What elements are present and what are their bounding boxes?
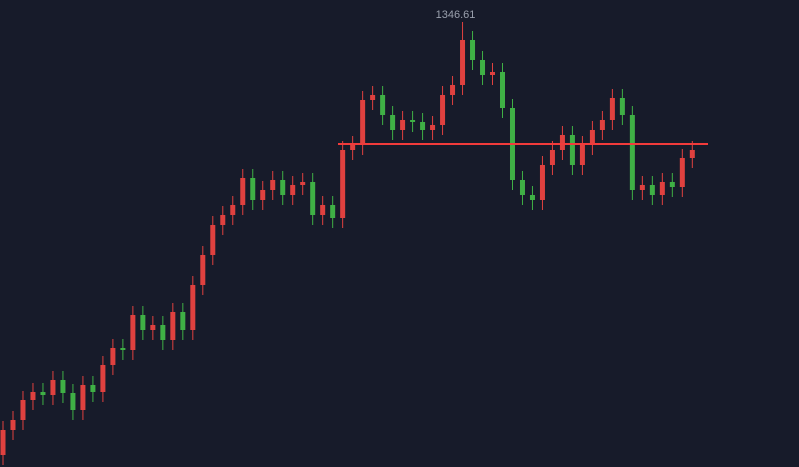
- candle-body: [519, 180, 525, 195]
- candle-body: [569, 135, 575, 165]
- candle-body: [559, 135, 565, 150]
- candle-body: [340, 150, 346, 218]
- candle-body: [10, 420, 16, 430]
- candle-body: [180, 312, 186, 330]
- candle-body: [500, 72, 505, 108]
- candle-body: [679, 158, 685, 187]
- candle-body: [190, 285, 196, 330]
- candle-body: [639, 185, 645, 190]
- candle-body: [230, 205, 236, 215]
- candle-body: [320, 205, 326, 215]
- candle-body: [280, 180, 286, 195]
- candle-body: [370, 95, 376, 100]
- candle-body: [330, 205, 336, 218]
- high-label: 1346.61: [436, 9, 476, 21]
- candle-body: [440, 95, 446, 125]
- candle-body: [100, 365, 106, 392]
- candle-body: [120, 348, 126, 350]
- candle-body: [260, 190, 266, 200]
- candle-body: [649, 185, 655, 195]
- candle-body: [609, 98, 615, 120]
- candle-body: [400, 120, 406, 130]
- candle-body: [619, 98, 625, 115]
- candle-body: [420, 122, 426, 130]
- candle-body: [240, 178, 246, 205]
- candle-body: [50, 380, 56, 395]
- candle-body: [90, 385, 96, 392]
- candle-body: [460, 40, 466, 85]
- candle-body: [110, 348, 116, 365]
- candle-body: [70, 393, 76, 410]
- candle-body: [549, 150, 555, 165]
- candle-body: [220, 215, 226, 225]
- candle-body: [350, 145, 356, 150]
- candle-body: [80, 385, 86, 410]
- candle-body: [150, 325, 156, 330]
- candle-body: [140, 315, 146, 330]
- candle-body: [480, 60, 486, 75]
- candle-body: [170, 312, 176, 340]
- candle-body: [599, 120, 605, 130]
- candle-body: [200, 255, 206, 285]
- candle-body: [250, 178, 256, 200]
- candle-body: [40, 392, 46, 395]
- candle-body: [529, 195, 535, 200]
- candle-body: [290, 185, 296, 195]
- candle-body: [410, 120, 416, 122]
- candle-body: [160, 325, 166, 340]
- candle-body: [579, 145, 585, 165]
- candle-body: [669, 182, 675, 187]
- candle-body: [360, 100, 366, 145]
- candle-body: [450, 85, 456, 95]
- candle-body: [210, 225, 216, 255]
- candle-body: [30, 392, 36, 400]
- candle-body: [60, 380, 66, 393]
- candle-body: [310, 182, 316, 215]
- candle-body: [470, 40, 476, 60]
- candle-body: [270, 180, 276, 190]
- candle-body: [130, 315, 136, 350]
- candle-body: [20, 400, 26, 420]
- candle-body: [390, 115, 396, 130]
- candle-body: [0, 430, 6, 455]
- candle-body: [300, 182, 306, 185]
- candle-body: [689, 150, 695, 158]
- candle-body: [539, 165, 545, 200]
- candle-body: [430, 125, 436, 130]
- candle-body: [589, 130, 595, 145]
- candle-body: [629, 115, 635, 190]
- candle-body: [380, 95, 386, 115]
- candle-body: [659, 182, 665, 195]
- candle-body: [490, 72, 496, 75]
